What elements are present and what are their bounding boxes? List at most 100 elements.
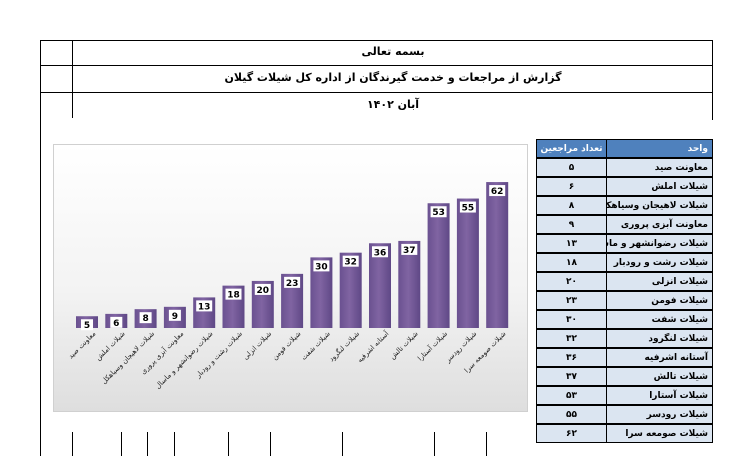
x-tick-label: آستانه اشرفیه — [355, 328, 391, 364]
row-unit: شیلات فومن — [606, 291, 713, 310]
table-row: ۱۸ شیلات رشت و رودبار — [536, 253, 713, 272]
x-tick-label: شیلات لاهیجان وسیاهکل — [100, 330, 156, 386]
row-count: ۵۳ — [536, 386, 607, 405]
row-unit: شیلات صومعه سرا — [606, 424, 713, 443]
x-tick-label: شیلات انزلی — [242, 330, 274, 362]
sheet-col-stub — [486, 432, 487, 456]
chart-bar — [486, 182, 509, 328]
row-count: ۱۳ — [536, 234, 607, 253]
row-unit: شیلات املش — [606, 177, 713, 196]
table-row: ۶ شیلات املش — [536, 177, 713, 196]
row-count: ۲۳ — [536, 291, 607, 310]
sheet-border-right — [712, 40, 713, 120]
bar-data-label: 18 — [227, 291, 240, 301]
row-count: ۳۰ — [536, 310, 607, 329]
chart-bar — [456, 198, 479, 328]
bar-data-label: 30 — [315, 262, 328, 272]
chart-bar — [369, 243, 391, 328]
bar-label-box — [225, 288, 242, 300]
row-unit: شیلات لاهیجان وسیاهکل — [606, 196, 713, 215]
row-count: ۳۲ — [536, 329, 607, 348]
row-unit: شیلات انزلی — [606, 272, 713, 291]
row-unit: شیلات لنگرود — [606, 329, 713, 348]
bar-data-label: 9 — [172, 312, 178, 322]
table-row: ۲۳ شیلات فومن — [536, 291, 713, 310]
sheet-border-top — [40, 40, 713, 41]
bar-label-box — [459, 201, 476, 213]
bar-label-box — [401, 243, 418, 255]
row-count: ۲۰ — [536, 272, 607, 291]
sheet-row-line-2 — [40, 92, 713, 93]
bar-data-label: 37 — [403, 246, 416, 256]
row-count: ۳۶ — [536, 348, 607, 367]
bar-data-label: 13 — [198, 302, 211, 312]
report-title: گزارش از مراجعات و خدمت گیرندگان از ادار… — [224, 71, 562, 84]
bar-label-box — [372, 246, 388, 258]
bar-data-label: 32 — [344, 258, 357, 268]
bar-label-box — [139, 312, 152, 324]
bar-label-box — [110, 316, 123, 328]
row-count: ۱۸ — [536, 253, 607, 272]
table-row: ۳۶ آستانه اشرفیه — [536, 348, 713, 367]
sheet-col-stub — [342, 432, 343, 456]
sheet-border-left — [40, 40, 41, 456]
header-unit: واحد — [606, 139, 713, 158]
bar-label-box — [313, 260, 330, 272]
table-row: ۵۳ شیلات آستارا — [536, 386, 713, 405]
bar-data-label: 6 — [113, 319, 119, 329]
sheet-col-stub — [121, 432, 122, 456]
table-row: ۶۲ شیلات صومعه سرا — [536, 424, 713, 443]
row-unit: معاونت آبزی پروری — [606, 215, 713, 234]
bar-data-label: 20 — [257, 286, 270, 296]
table-row: ۸ شیلات لاهیجان وسیاهکل — [536, 196, 713, 215]
x-tick-label: معاونت صید — [67, 330, 98, 361]
bar-label-box — [81, 319, 93, 331]
bar-data-label: 36 — [374, 248, 387, 258]
bar-label-box — [254, 283, 271, 295]
bar-chart: 5 معاونت صید 6 شیلات املش 8 شیلات لاهیجان وسی… — [53, 144, 528, 412]
table-row: ۹ معاونت آبزی پروری — [536, 215, 713, 234]
table-header-row: تعداد مراجعین واحد — [536, 139, 713, 158]
sheet-row-line-1 — [40, 65, 713, 66]
sheet-col-line — [72, 40, 73, 118]
bar-data-label: 23 — [286, 279, 299, 289]
chart-bar — [398, 240, 421, 328]
table-row: ۲۰ شیلات انزلی — [536, 272, 713, 291]
bar-label-box — [196, 300, 213, 312]
row-unit: آستانه اشرفیه — [606, 348, 713, 367]
row-unit: شیلات تالش — [606, 367, 713, 386]
sheet-col-stub — [270, 432, 271, 456]
sheet-col-stub — [434, 432, 435, 456]
bar-data-label: 62 — [491, 187, 504, 197]
x-tick-label: شیلات رضوانشهر و ماسال — [154, 330, 215, 391]
table-row: ۵۵ شیلات رودسر — [536, 405, 713, 424]
x-tick-label: شیلات تالش — [389, 330, 420, 361]
chart-bar — [339, 252, 362, 328]
bar-label-box — [489, 185, 506, 197]
header-count: تعداد مراجعین — [536, 139, 607, 158]
row-count: ۳۷ — [536, 367, 607, 386]
row-count: ۶۲ — [536, 424, 607, 443]
report-period: آبان ۱۴۰۲ — [366, 98, 420, 111]
row-unit: شیلات رشت و رودبار — [606, 253, 713, 272]
sheet-col-stub — [228, 432, 229, 456]
row-unit: شیلات رودسر — [606, 405, 713, 424]
row-unit: معاونت صید — [606, 158, 713, 177]
table-row: ۳۲ شیلات لنگرود — [536, 329, 713, 348]
x-tick-label: شیلات فومن — [271, 330, 303, 362]
row-unit: شیلات رضوانشهر و ماسال — [606, 234, 713, 253]
row-unit: شیلات آستارا — [606, 386, 713, 405]
row-count: ۹ — [536, 215, 607, 234]
bar-data-label: 8 — [142, 314, 148, 324]
chart-bar — [427, 203, 450, 328]
table-row: ۵ معاونت صید — [536, 158, 713, 177]
row-count: ۵ — [536, 158, 607, 177]
bar-data-label: 53 — [432, 208, 445, 218]
row-count: ۵۵ — [536, 405, 607, 424]
sheet-col-stub — [72, 432, 73, 456]
row-count: ۶ — [536, 177, 607, 196]
sheet-col-stub — [174, 432, 175, 456]
sheet-col-stub — [147, 432, 148, 456]
